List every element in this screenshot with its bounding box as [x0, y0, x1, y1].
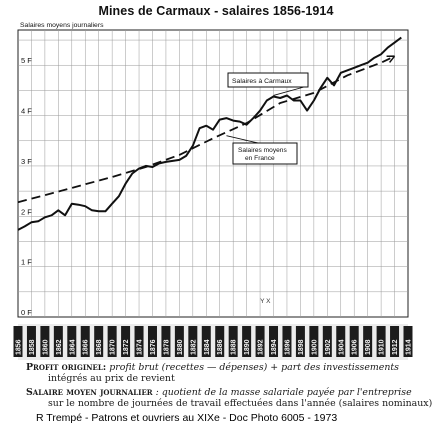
x-tick-label-box	[309, 326, 319, 357]
x-tick-label: 1900	[311, 339, 318, 355]
x-tick-label: 1880	[177, 339, 184, 355]
wage-line-chart: Salaires moyens journaliers 0 F 1 F 2 F 3 F 4…	[13, 22, 413, 360]
x-tick-label-box	[242, 326, 252, 357]
x-tick-label: 1862	[56, 339, 63, 355]
x-tick-label-box	[295, 326, 305, 357]
x-tick-label-box	[255, 326, 265, 357]
x-tick-label-box	[121, 326, 131, 357]
x-tick-label: 1892	[258, 339, 265, 355]
definition-term: Salaire moyen journalier	[26, 387, 153, 398]
definition-profit: Profit originel: profit brut (recettes —…	[26, 362, 399, 373]
x-tick-label-box	[376, 326, 386, 357]
x-tick-label-box	[215, 326, 225, 357]
x-tick-label: 1864	[69, 339, 76, 355]
definition-salary: Salaire moyen journalier : quotient de l…	[26, 387, 412, 398]
x-tick-label: 1868	[96, 339, 103, 355]
x-tick-label-box	[26, 326, 36, 357]
x-tick-label-box	[390, 326, 400, 357]
y-tick-label: 3 F	[21, 157, 32, 166]
x-tick-label: 1878	[163, 339, 170, 355]
series-line-carmaux	[17, 36, 402, 231]
definition-profit-continued: intégrés au prix de revient	[48, 373, 175, 384]
x-tick-label: 1914	[406, 339, 413, 355]
x-tick-label-box	[53, 326, 63, 357]
chart-annotation: Y X	[260, 298, 271, 305]
x-tick-label: 1860	[42, 339, 49, 355]
legend-label-carmaux: Salaires à Carmaux	[232, 78, 292, 85]
y-tick-label: 4 F	[21, 107, 32, 116]
y-tick-label: 0 F	[21, 308, 32, 317]
x-tick-label-box	[282, 326, 292, 357]
x-tick-label-box	[269, 326, 279, 357]
x-tick-label-box	[322, 326, 332, 357]
series-line-france	[17, 55, 395, 204]
x-tick-label: 1894	[271, 339, 278, 355]
y-axis-label: Salaires moyens journaliers	[20, 22, 104, 29]
x-tick-label: 1882	[190, 339, 197, 355]
x-tick-label-box	[13, 326, 23, 357]
x-tick-label: 1910	[379, 339, 386, 355]
x-tick-label: 1912	[392, 339, 399, 355]
x-tick-label: 1902	[325, 339, 332, 355]
x-axis-label-band	[18, 324, 408, 360]
definition-body: profit brut (recettes — dépenses) + part…	[109, 362, 399, 373]
y-tick-label: 2 F	[21, 207, 32, 216]
x-tick-label: 1898	[298, 339, 305, 355]
definition-body: : quotient de la masse salariale payée p…	[155, 387, 412, 398]
x-tick-label-box	[94, 326, 104, 357]
x-tick-label: 1896	[284, 339, 291, 355]
x-tick-label: 1886	[217, 339, 224, 355]
x-tick-label: 1856	[16, 339, 23, 355]
x-tick-label: 1908	[365, 339, 372, 355]
definition-salary-continued: sur le nombre de journées de travail eff…	[48, 398, 432, 409]
x-tick-label-box	[107, 326, 117, 357]
legend-label-france-line1: Salaires moyens	[238, 147, 287, 154]
y-tick-label: 1 F	[21, 258, 32, 267]
x-tick-label: 1906	[352, 339, 359, 355]
x-tick-label: 1888	[231, 339, 238, 355]
x-tick-label: 1866	[83, 339, 90, 355]
x-tick-label: 1872	[123, 339, 130, 355]
legend-leader-carmaux	[273, 86, 305, 96]
x-tick-label-box	[174, 326, 184, 357]
x-tick-label-box	[201, 326, 211, 357]
x-tick-label: 1876	[150, 339, 157, 355]
x-tick-label: 1858	[29, 339, 36, 355]
legend-leader-france	[226, 135, 259, 144]
legend-label-france-line2: en France	[245, 155, 275, 162]
x-tick-label-box	[188, 326, 198, 357]
legend-box-carmaux	[227, 72, 309, 88]
x-tick-label-box	[363, 326, 373, 357]
source-credit: R Trempé - Patrons et ouvriers au XIXe -…	[36, 412, 338, 424]
y-tick-label: 5 F	[21, 56, 32, 65]
x-tick-label-box	[80, 326, 90, 357]
chart-title: Mines de Carmaux - salaires 1856-1914	[98, 4, 334, 18]
definition-term: Profit originel:	[26, 362, 107, 373]
x-tick-label-box	[147, 326, 157, 357]
x-tick-label-box	[40, 326, 50, 357]
x-tick-label-box	[67, 326, 77, 357]
x-tick-label: 1890	[244, 339, 251, 355]
x-tick-label-box	[134, 326, 144, 357]
plot-frame	[17, 29, 409, 318]
x-tick-label-box	[336, 326, 346, 357]
x-tick-label: 1874	[137, 339, 144, 355]
x-tick-label-box	[403, 326, 413, 357]
series-arrowhead	[386, 55, 396, 63]
legend-box-france	[232, 142, 298, 165]
x-tick-label: 1870	[110, 339, 117, 355]
x-tick-label-box	[228, 326, 238, 357]
x-tick-label-box	[349, 326, 359, 357]
x-tick-label-box	[161, 326, 171, 357]
x-tick-label: 1904	[338, 339, 345, 355]
x-tick-label: 1884	[204, 339, 211, 355]
